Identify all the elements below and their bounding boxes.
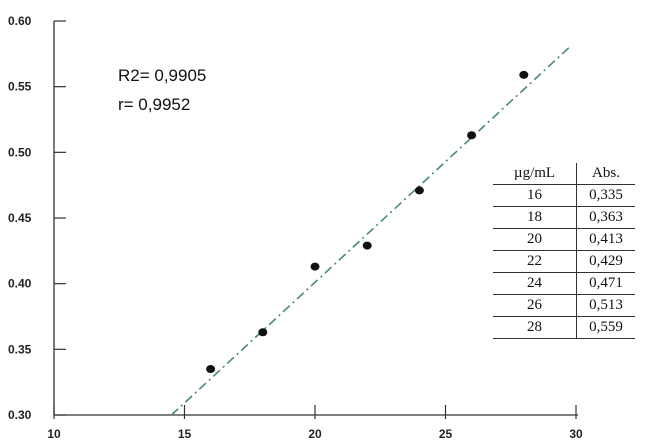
table-row: 18 0,363 — [493, 206, 635, 229]
table-row: 28 0,559 — [493, 316, 635, 339]
data-points — [206, 70, 529, 374]
concentration-cell: 22 — [493, 250, 577, 273]
trend-line — [170, 45, 572, 416]
table-row: 22 0,429 — [493, 250, 635, 273]
r2-annotation: R2= 0,9905 — [118, 66, 206, 85]
y-tick-label: 0.35 — [8, 342, 32, 356]
concentration-cell: 20 — [493, 228, 577, 251]
concentration-cell: 18 — [493, 206, 577, 229]
concentration-cell: 24 — [493, 272, 577, 295]
data-point — [206, 365, 216, 374]
table-body: 16 0,335 18 0,363 20 0,413 22 0,429 24 0,471 26 0,5… — [493, 184, 635, 339]
absorbance-cell: 0,363 — [576, 206, 635, 229]
absorbance-cell: 0,513 — [576, 294, 635, 317]
absorbance-cell: 0,429 — [576, 250, 635, 273]
table-row: 24 0,471 — [493, 272, 635, 295]
concentration-cell: 26 — [493, 294, 577, 317]
data-point — [362, 241, 372, 250]
y-tick-label: 0.45 — [8, 211, 32, 225]
data-point — [467, 131, 477, 140]
absorbance-cell: 0,559 — [576, 316, 635, 339]
r-annotation: r= 0,9952 — [118, 95, 190, 114]
concentration-cell: 28 — [493, 316, 577, 339]
x-tick-label: 10 — [47, 427, 61, 441]
x-tick-label: 25 — [439, 427, 453, 441]
table-row: 16 0,335 — [493, 184, 635, 207]
data-point — [310, 262, 320, 271]
y-tick-label: 0.30 — [8, 408, 32, 422]
y-tick-label: 0.55 — [8, 80, 32, 94]
y-tick-label: 0.50 — [8, 145, 32, 159]
data-point — [519, 70, 529, 79]
x-tick-label: 15 — [178, 427, 192, 441]
absorbance-cell: 0,471 — [576, 272, 635, 295]
data-point — [258, 328, 268, 337]
x-tick-label: 30 — [569, 427, 583, 441]
table-header-row: µg/mL Abs. — [493, 163, 635, 185]
table-row: 26 0,513 — [493, 294, 635, 317]
data-table: µg/mL Abs. 16 0,335 18 0,363 20 0,413 22 0,429 24… — [493, 163, 635, 339]
y-tick-label: 0.40 — [8, 277, 32, 291]
y-tick-label: 0.60 — [8, 14, 32, 28]
data-point — [414, 186, 424, 195]
concentration-cell: 16 — [493, 184, 577, 207]
table-header-concentration: µg/mL — [493, 163, 577, 185]
chart-ticks: 0.30 0.35 0.40 0.45 0.50 0.55 0.60 10 15 20 25 30 — [8, 14, 583, 441]
table-row: 20 0,413 — [493, 228, 635, 251]
absorbance-cell: 0,335 — [576, 184, 635, 207]
x-tick-label: 20 — [308, 427, 322, 441]
absorbance-cell: 0,413 — [576, 228, 635, 251]
table-header-absorbance: Abs. — [576, 163, 635, 185]
